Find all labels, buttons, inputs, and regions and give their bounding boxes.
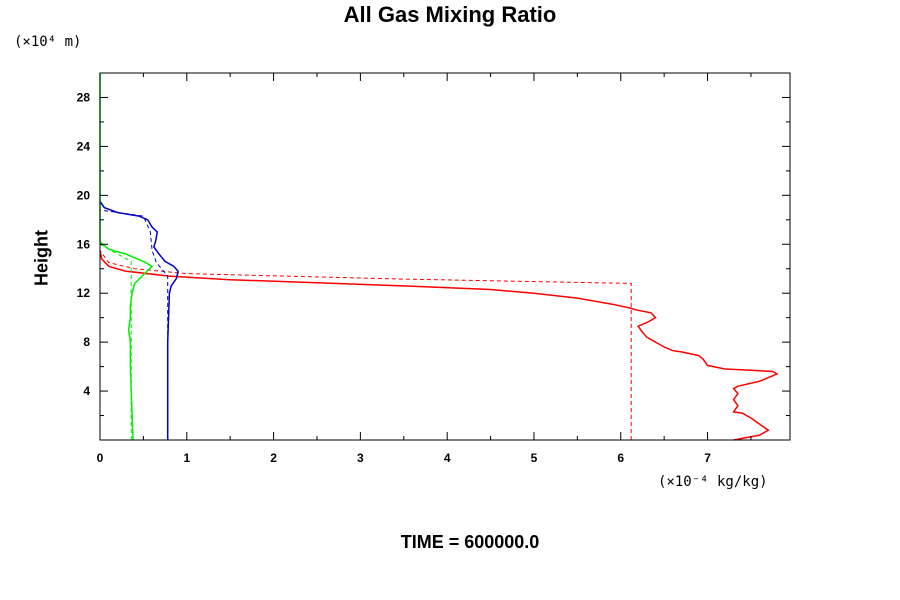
y-tick-label-1: 8 xyxy=(83,335,90,349)
y-tick-label-6: 28 xyxy=(77,90,91,104)
series-line-3 xyxy=(99,209,169,440)
x-tick-label-1: 1 xyxy=(183,451,190,465)
time-label: TIME = 600000.0 xyxy=(400,532,540,552)
x-axis-unit: (×10⁻⁴ kg/kg) xyxy=(658,474,768,490)
x-tick-label-5: 5 xyxy=(531,451,538,465)
y-tick-label-3: 16 xyxy=(77,237,91,251)
y-axis-unit: (×10⁴ m) xyxy=(14,34,82,50)
x-tick-label-4: 4 xyxy=(444,451,451,465)
y-tick-label-4: 20 xyxy=(77,188,91,202)
series-line-1 xyxy=(99,250,632,440)
x-tick-label-2: 2 xyxy=(270,451,277,465)
x-tick-label-6: 6 xyxy=(617,451,624,465)
x-tick-label-0: 0 xyxy=(97,451,104,465)
series-line-2 xyxy=(99,200,179,440)
plot-frame xyxy=(99,72,791,441)
chart-title: All Gas Mixing Ratio xyxy=(343,2,557,27)
y-tick-label-2: 12 xyxy=(77,286,91,300)
y-tick-label-5: 24 xyxy=(77,139,91,153)
x-tick-label-3: 3 xyxy=(357,451,364,465)
series-line-0 xyxy=(99,250,779,441)
series-line-5 xyxy=(99,243,132,440)
y-tick-label-0: 4 xyxy=(83,384,90,398)
series-layer xyxy=(99,73,779,441)
x-tick-label-7: 7 xyxy=(704,451,711,465)
